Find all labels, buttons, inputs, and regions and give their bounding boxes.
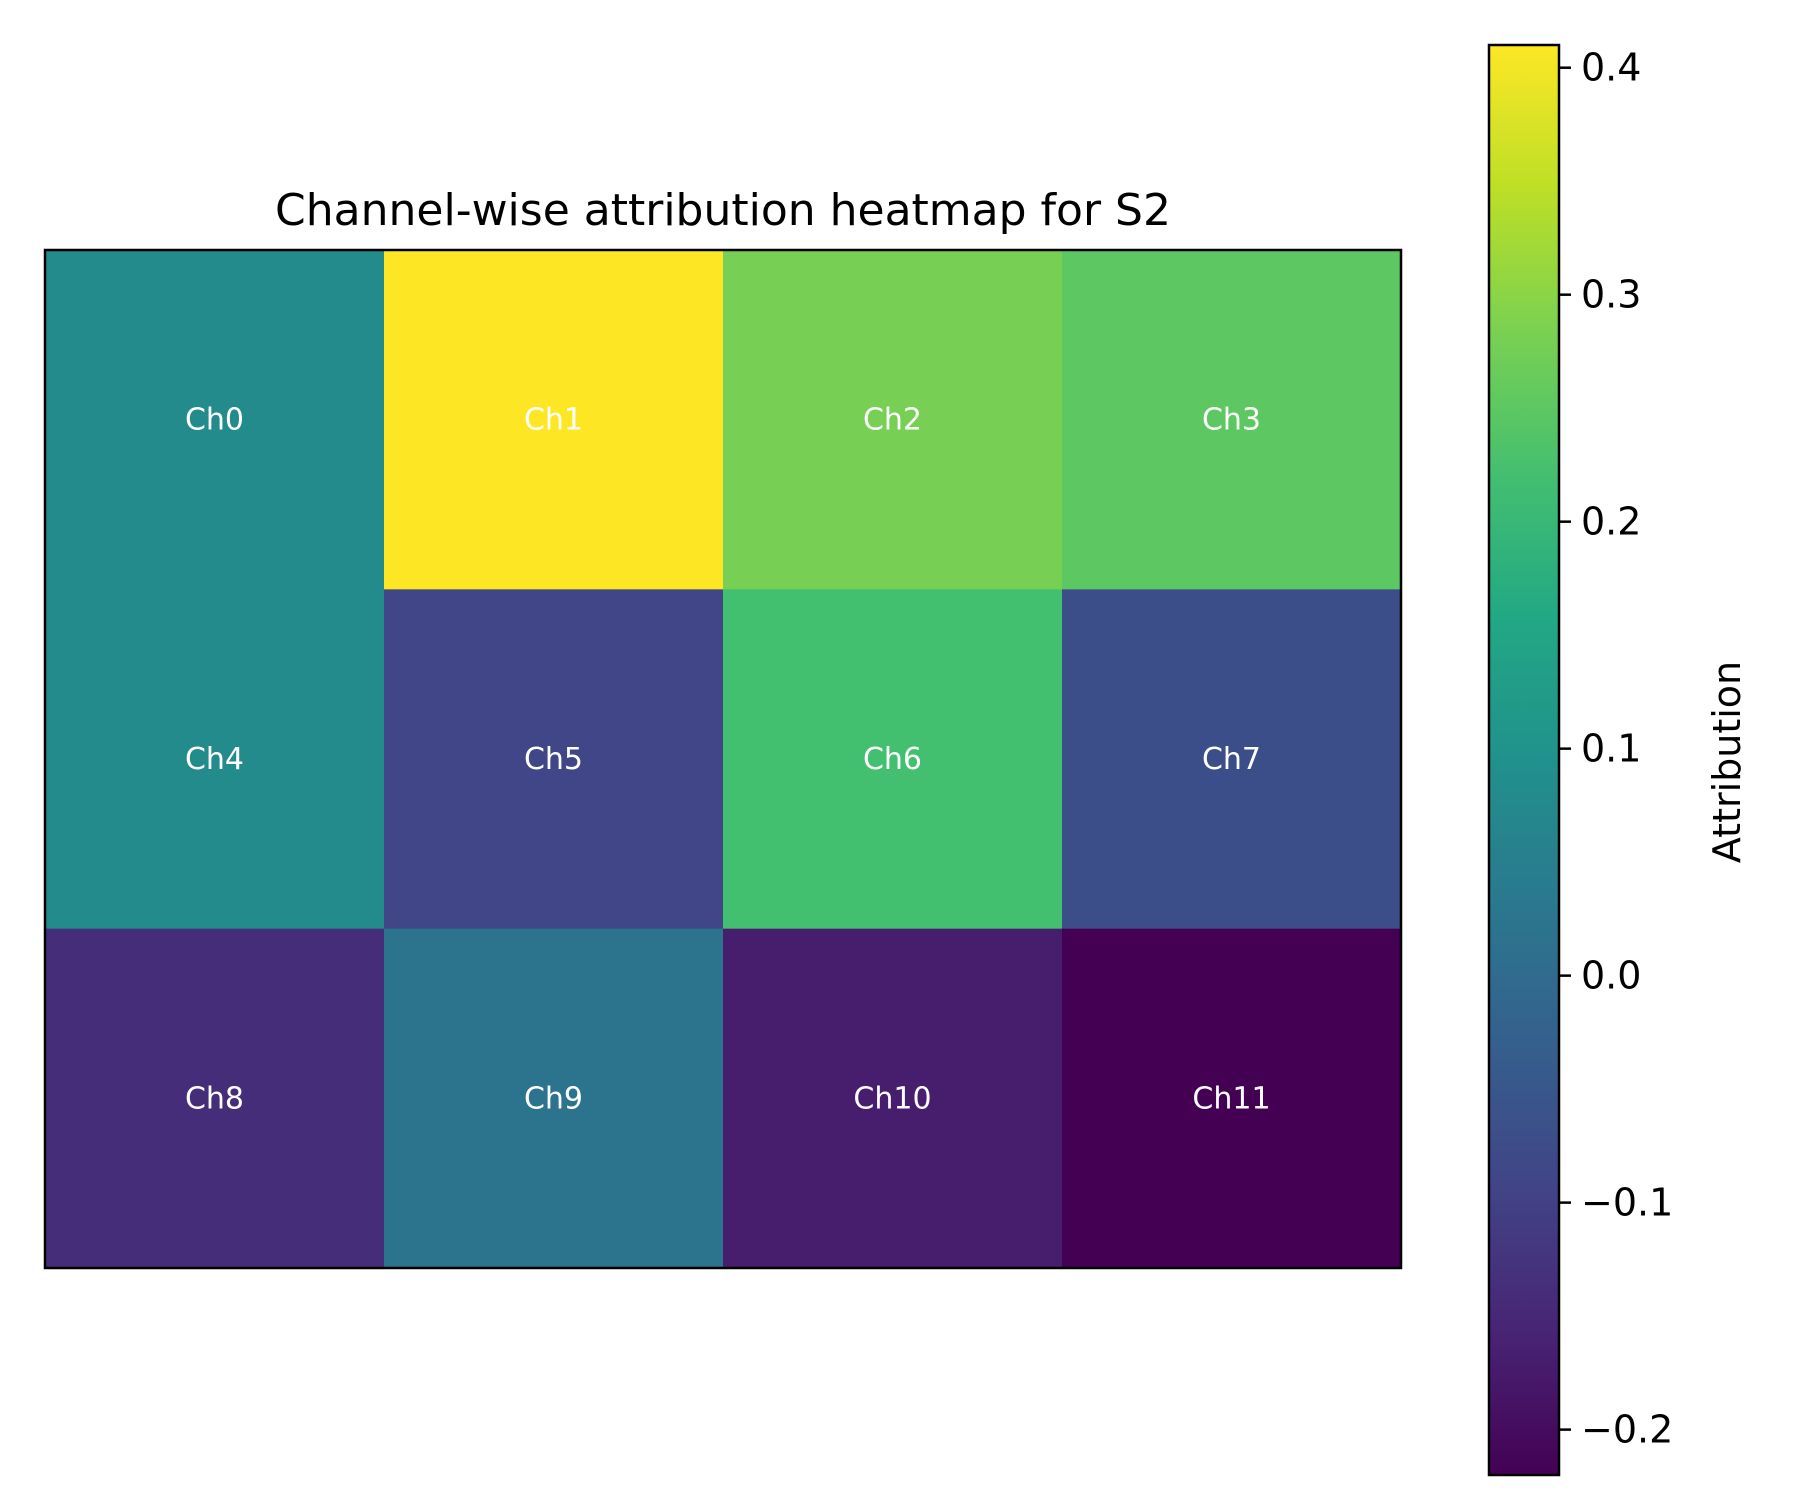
cell-label: Ch1	[524, 403, 583, 438]
cell-label: Ch5	[524, 742, 583, 777]
colorbar-tick-label: 0.4	[1581, 46, 1641, 90]
heatmap-cell	[45, 250, 385, 590]
heatmap-cell	[45, 928, 385, 1269]
chart-title: Channel-wise attribution heatmap for S2	[275, 185, 1171, 236]
cell-label: Ch10	[853, 1081, 931, 1116]
cell-label: Ch3	[1202, 403, 1261, 438]
heatmap-frame	[43, 248, 1403, 1270]
cell-label: Ch6	[863, 742, 922, 777]
heatmap-cell	[723, 928, 1063, 1269]
cell-label: Ch11	[1192, 1081, 1270, 1116]
cell-label: Ch9	[524, 1081, 583, 1116]
heatmap-cell	[723, 250, 1063, 590]
heatmap-cell	[45, 589, 385, 930]
colorbar-tick-label: −0.2	[1581, 1408, 1673, 1452]
heatmap-cell	[384, 928, 724, 1269]
cell-label: Ch7	[1202, 742, 1261, 777]
heatmap-cell	[384, 250, 724, 590]
colorbar	[1487, 43, 1561, 1477]
cell-label: Ch0	[185, 403, 244, 438]
heatmap-cell	[1062, 589, 1402, 930]
cell-label: Ch2	[863, 403, 922, 438]
cell-label: Ch4	[185, 742, 244, 777]
colorbar-tick-label: 0.1	[1581, 727, 1641, 771]
colorbar-tick-label: 0.0	[1581, 954, 1641, 998]
colorbar-label: Attribution	[1705, 661, 1749, 863]
heatmap-cell	[384, 589, 724, 930]
heatmap-cell	[723, 589, 1063, 930]
colorbar-tick-label: −0.1	[1581, 1181, 1673, 1225]
colorbar-tick-label: 0.2	[1581, 500, 1641, 544]
heatmap-grid: Ch0 Ch1 Ch2 Ch3 Ch4 Ch5 Ch6 Ch7 Ch8 Ch9 Ch10 Ch11	[45, 250, 1402, 1269]
colorbar-tick-label: 0.3	[1581, 273, 1641, 317]
colorbar-axis: 0.4 0.3 0.2 0.1 0.0 −0.1 −0.2	[1559, 46, 1673, 1452]
cell-label: Ch8	[185, 1081, 244, 1116]
heatmap-cell	[1062, 928, 1402, 1269]
heatmap-cell	[1062, 250, 1402, 590]
